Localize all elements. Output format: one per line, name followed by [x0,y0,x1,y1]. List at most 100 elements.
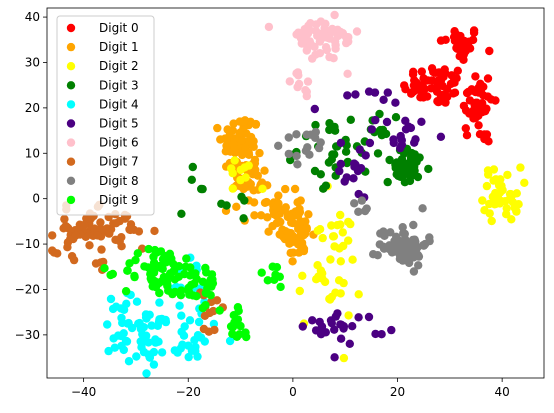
data-point [352,27,362,36]
data-point [251,165,260,174]
data-point [471,87,480,97]
data-point [295,286,304,296]
legend-marker [66,195,76,205]
legend: Digit 0 Digit 1 Digit 2 Digit 3 Digit 4 Digit… [56,15,155,216]
data-point [353,166,363,176]
data-point [106,294,116,304]
y-tick-label: 40 [25,10,40,24]
data-point [197,184,206,194]
data-point [432,84,441,94]
data-point [236,321,245,331]
data-point [274,141,283,150]
data-point [96,224,105,234]
data-point [312,275,321,284]
data-point [438,90,447,100]
data-point [315,37,325,46]
data-point [381,129,391,139]
data-point [383,88,392,97]
data-point [330,10,339,20]
data-point [436,36,446,45]
data-point [260,198,270,207]
data-point [345,339,354,348]
data-point [322,45,331,55]
data-point [373,149,383,158]
data-point [151,338,160,347]
data-point [344,311,353,320]
data-point [295,207,305,217]
data-point [355,145,364,154]
data-point [320,277,330,287]
data-point [119,345,128,355]
data-point [413,250,423,260]
data-point [284,149,293,159]
data-point [461,124,470,133]
data-point [354,189,363,199]
data-point [235,117,244,126]
data-point [298,271,307,280]
data-point [331,44,340,53]
data-point [391,163,400,173]
data-point [233,315,243,324]
data-point [237,136,247,145]
data-point [417,67,426,76]
data-point [338,228,347,237]
x-tick-label: −40 [71,385,96,399]
data-point [185,316,195,325]
data-point [142,369,151,378]
data-point [284,228,293,237]
data-point [397,155,407,164]
data-point [106,270,115,280]
data-point [327,27,337,37]
data-point [169,266,179,275]
data-point [207,270,217,279]
data-point [240,142,250,151]
data-point [125,225,134,234]
data-point [135,318,144,328]
points-layer [48,10,529,378]
data-point [117,242,126,251]
data-point [100,264,109,273]
data-point [263,276,272,285]
data-point [349,174,358,183]
data-point [335,166,344,176]
data-point [228,169,237,178]
data-point [225,336,235,346]
data-point [412,78,421,88]
data-point [116,304,126,313]
series-digit-5 [298,87,446,362]
data-point [362,204,371,213]
data-point [256,211,266,220]
data-point [327,221,336,230]
data-point [239,214,248,223]
data-point [137,343,146,352]
data-point [230,146,239,155]
legend-label: Digit 6 [99,136,139,150]
x-tick-label: 40 [495,385,510,399]
data-point [149,360,159,369]
data-point [268,221,277,231]
data-point [124,318,133,328]
data-point [471,113,480,123]
data-point [344,217,353,227]
data-point [505,189,515,199]
legend-marker [66,157,76,166]
data-point [357,196,367,205]
data-point [284,133,293,142]
data-point [485,46,494,56]
data-point [228,329,237,339]
data-point [222,141,231,150]
legend-box [56,15,155,216]
data-point [271,270,280,279]
axes-frame [46,7,545,379]
data-point [330,325,339,334]
data-point [354,313,363,322]
data-point [520,178,529,187]
data-point [133,249,142,258]
data-point [393,240,403,250]
data-point [250,155,260,165]
legend-marker [66,100,76,109]
data-point [142,314,151,323]
data-point [177,286,186,295]
